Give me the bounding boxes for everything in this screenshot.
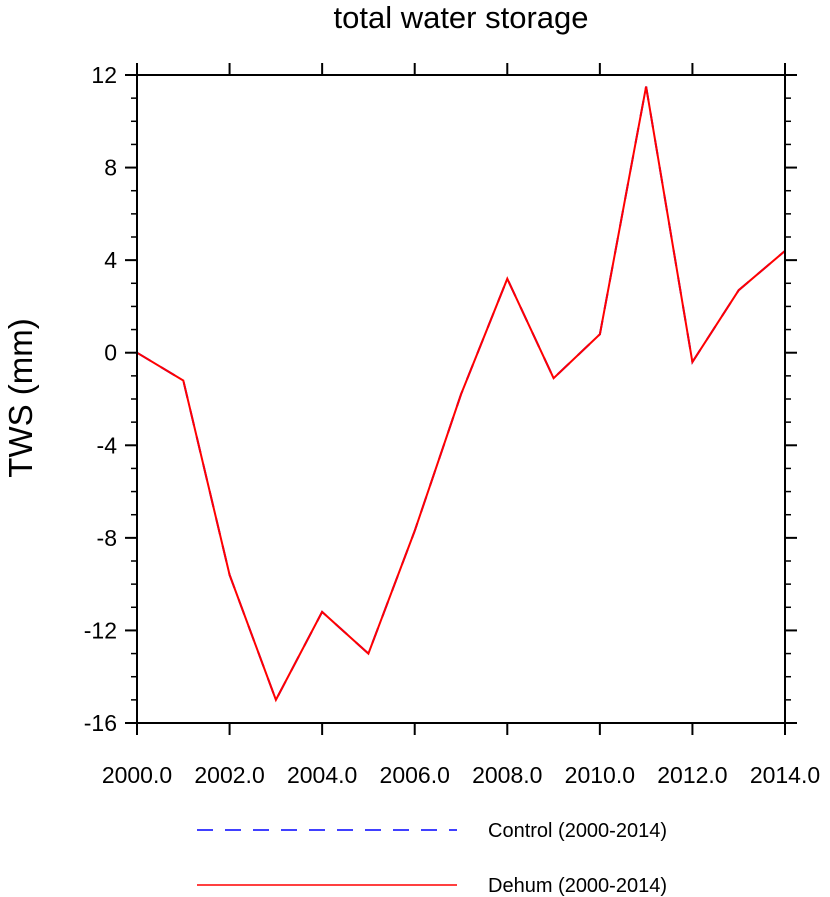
x-tick-label: 2014.0: [750, 762, 820, 788]
series-line-1: [136, 86, 786, 703]
x-tick-label: 2002.0: [194, 762, 264, 788]
x-tick-label: 2012.0: [657, 762, 727, 788]
y-tick-label: 0: [104, 340, 117, 366]
x-tick-label: 2000.0: [102, 762, 172, 788]
y-tick-label: 4: [104, 247, 117, 273]
x-tick-label: 2006.0: [380, 762, 450, 788]
plot-frame: [136, 74, 786, 724]
legend-control-label: Control (2000-2014): [488, 820, 667, 842]
x-tick-label: 2008.0: [472, 762, 542, 788]
y-tick-label: -8: [97, 525, 117, 551]
y-axis-label: TWS (mm): [2, 318, 39, 477]
y-tick-label: -4: [97, 432, 118, 458]
x-tick-label: 2010.0: [565, 762, 635, 788]
y-tick-label: 12: [91, 62, 117, 88]
chart-title: total water storage: [333, 0, 588, 35]
series-lines: [136, 86, 786, 703]
y-tick-label: -12: [84, 617, 117, 643]
x-tick-label: 2004.0: [287, 762, 357, 788]
legend: Control (2000-2014) Dehum (2000-2014): [197, 820, 667, 897]
axis-ticks: [125, 63, 797, 735]
y-tick-label: 8: [104, 155, 117, 181]
axis-tick-labels: -16 -12 -8 -4 0 4 8 12 2000.0 2002.0 2004.0 2006.0 2…: [84, 62, 820, 788]
legend-dehum-label: Dehum (2000-2014): [488, 875, 667, 897]
y-tick-label: -16: [84, 710, 117, 736]
